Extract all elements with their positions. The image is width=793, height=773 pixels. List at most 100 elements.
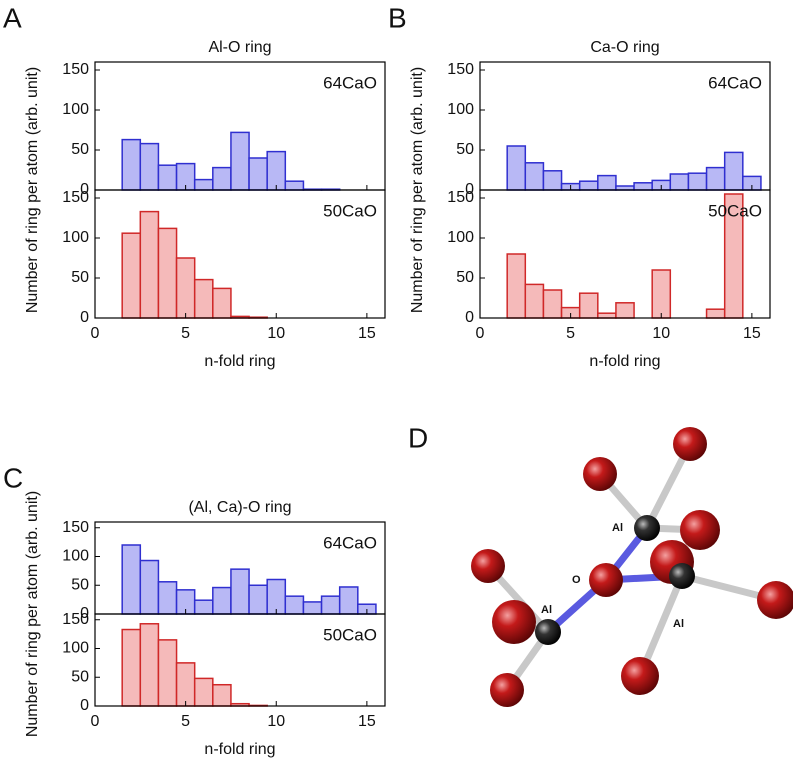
bar xyxy=(284,180,305,191)
bar xyxy=(193,599,214,615)
x-axis-label: n-fold ring xyxy=(204,353,275,370)
y-tick-label: 50 xyxy=(456,269,474,286)
y-tick-label: 150 xyxy=(447,61,474,78)
bar xyxy=(633,182,653,191)
bar xyxy=(139,559,160,615)
x-tick-label: 0 xyxy=(91,325,100,342)
atoms xyxy=(471,427,793,707)
bar xyxy=(723,151,744,191)
x-tick-label: 10 xyxy=(267,713,285,730)
y-tick-label: 0 xyxy=(80,309,89,326)
bar xyxy=(230,568,250,615)
x-tick-label: 5 xyxy=(181,713,190,730)
bar xyxy=(121,138,142,191)
plot-frame xyxy=(94,613,386,707)
y-tick-label: 0 xyxy=(80,605,89,622)
y-axis-label: Number of ring per atom (arb. unit) xyxy=(24,67,41,313)
atom-label: O xyxy=(572,574,581,586)
bar xyxy=(193,178,214,191)
bar xyxy=(506,253,527,319)
x-tick-label: 15 xyxy=(358,325,376,342)
bar xyxy=(578,292,599,319)
bar xyxy=(121,544,142,615)
y-axis-label: Number of ring per atom (arb. unit) xyxy=(409,67,426,313)
y-tick-label: 0 xyxy=(465,181,474,198)
y-tick-label: 150 xyxy=(62,611,89,628)
bar xyxy=(597,174,617,191)
bar xyxy=(578,180,599,191)
bar xyxy=(212,166,232,191)
bar xyxy=(212,683,232,707)
bar xyxy=(139,142,160,191)
y-axis-label: Number of ring per atom (arb. unit) xyxy=(24,491,41,737)
bar xyxy=(687,172,708,191)
series-label: 50CaO xyxy=(323,201,377,220)
chart-title: Ca-O ring xyxy=(590,39,659,56)
bar xyxy=(651,269,672,319)
y-tick-label: 50 xyxy=(71,668,89,685)
bar xyxy=(266,150,287,191)
bar xyxy=(302,601,323,615)
bar xyxy=(175,257,196,319)
bar xyxy=(615,185,635,191)
y-tick-label: 150 xyxy=(62,189,89,206)
molecule: D Al Al O Al xyxy=(408,422,793,707)
x-tick-label: 15 xyxy=(743,325,761,342)
bar xyxy=(157,164,178,191)
y-tick-label: 50 xyxy=(71,141,89,158)
bar xyxy=(248,157,268,191)
series-label: 50CaO xyxy=(708,201,762,220)
y-tick-label: 0 xyxy=(80,697,89,714)
bar xyxy=(338,586,359,615)
bar xyxy=(157,581,178,615)
chart-title: (Al, Ca)-O ring xyxy=(188,499,291,516)
y-tick-label: 100 xyxy=(447,229,474,246)
y-tick-label: 50 xyxy=(71,576,89,593)
series-label: 64CaO xyxy=(708,73,762,92)
atom-label: Al xyxy=(673,618,684,630)
x-tick-label: 0 xyxy=(476,325,485,342)
y-tick-label: 150 xyxy=(62,519,89,536)
bar xyxy=(524,283,545,319)
y-tick-label: 100 xyxy=(62,548,89,565)
bar xyxy=(705,166,726,191)
bar xyxy=(193,677,214,707)
bar xyxy=(139,210,160,319)
bar xyxy=(157,639,178,707)
x-axis-label: n-fold ring xyxy=(589,353,660,370)
bar xyxy=(248,584,268,615)
y-tick-label: 0 xyxy=(465,309,474,326)
bar xyxy=(212,586,232,615)
bar xyxy=(705,308,726,319)
bar xyxy=(230,131,250,191)
panel-letter: A xyxy=(3,2,22,33)
bar xyxy=(284,595,305,615)
y-tick-label: 50 xyxy=(71,269,89,286)
y-tick-label: 50 xyxy=(456,141,474,158)
x-tick-label: 5 xyxy=(181,325,190,342)
y-tick-label: 100 xyxy=(62,229,89,246)
bar xyxy=(121,628,142,707)
bar xyxy=(266,578,287,615)
atom-label: Al xyxy=(612,522,623,534)
atom-label: Al xyxy=(541,604,552,616)
bar xyxy=(597,312,617,319)
bar xyxy=(615,302,635,319)
x-tick-label: 0 xyxy=(91,713,100,730)
y-tick-label: 100 xyxy=(447,101,474,118)
series-label: 64CaO xyxy=(323,533,377,552)
x-tick-label: 10 xyxy=(652,325,670,342)
x-tick-label: 15 xyxy=(358,713,376,730)
bar xyxy=(121,232,142,319)
bar xyxy=(542,170,563,191)
bar xyxy=(193,278,214,319)
y-tick-label: 100 xyxy=(62,101,89,118)
bar xyxy=(157,227,178,319)
plot-frame xyxy=(94,189,386,319)
chart-title: Al-O ring xyxy=(208,39,271,56)
y-tick-label: 0 xyxy=(80,181,89,198)
series-label: 64CaO xyxy=(323,73,377,92)
y-tick-label: 100 xyxy=(62,640,89,657)
x-axis-label: n-fold ring xyxy=(204,741,275,758)
